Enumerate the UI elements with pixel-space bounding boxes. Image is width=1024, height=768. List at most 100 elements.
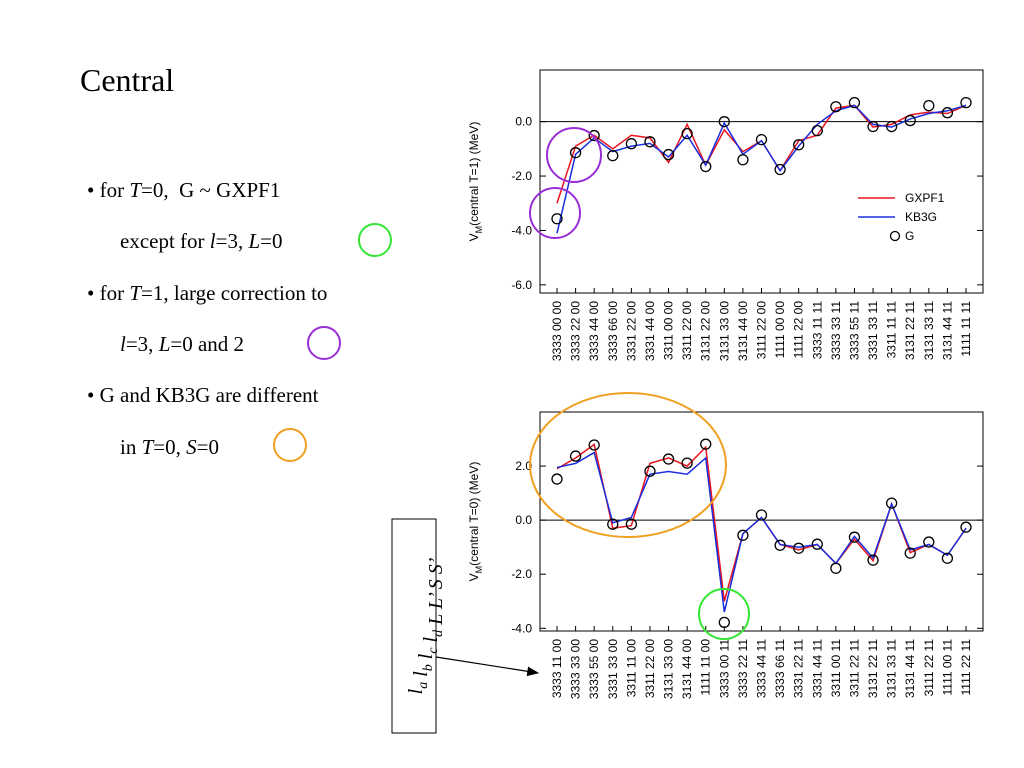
green-circle <box>358 223 392 257</box>
data-point <box>569 147 582 159</box>
y-label-sub: M <box>474 566 484 574</box>
legend-label: G <box>905 229 914 243</box>
x-tick-label: 3333 66 11 <box>773 639 787 698</box>
data-point <box>755 133 768 146</box>
data-point <box>737 154 749 166</box>
data-point <box>848 531 861 543</box>
key-sub: a <box>416 682 431 689</box>
x-tick-label: 3131 44 00 <box>680 639 694 699</box>
plot-frame <box>539 69 984 294</box>
data-point <box>830 562 842 574</box>
data-point <box>700 438 712 450</box>
y-tick-label: 0.0 <box>515 513 532 527</box>
data-point <box>588 129 600 142</box>
x-tick-label: 3131 22 11 <box>903 301 917 360</box>
x-tick-label: 3131 33 00 <box>662 639 676 699</box>
x-tick-label: 3331 44 00 <box>643 301 657 361</box>
x-tick-label: 3311 00 00 <box>662 301 676 360</box>
x-tick-label: 3333 55 11 <box>847 301 861 360</box>
x-tick-label: 3333 22 11 <box>736 639 750 698</box>
x-tick-label: 3333 11 00 <box>550 639 564 698</box>
purple-circle <box>307 326 341 360</box>
x-tick-label: 3331 44 11 <box>810 639 824 698</box>
x-tick-label: 3131 22 00 <box>699 301 713 361</box>
orange-circle <box>273 428 307 462</box>
y-label-rest: (central T=0) (MeV) <box>467 462 481 566</box>
x-tick-label: 3311 11 00 <box>624 639 638 698</box>
series-line <box>556 443 967 602</box>
series-line <box>556 451 967 613</box>
y-tick-label: -4.0 <box>511 223 532 237</box>
bullet-line: in T=0, S=0 <box>120 435 219 460</box>
legend-label: GXPF1 <box>905 191 945 205</box>
x-tick-label: 3331 33 00 <box>606 639 620 699</box>
data-point <box>644 465 656 477</box>
bullet-text: T <box>129 178 142 202</box>
data-point <box>662 148 675 161</box>
x-tick-label: 1111 22 11 <box>959 639 973 696</box>
bullet-line: l=3, L=0 and 2 <box>120 332 244 357</box>
data-point <box>960 96 972 109</box>
data-point <box>662 453 675 465</box>
series-line <box>556 104 967 234</box>
y-label-rest: (central T=1) (MeV) <box>467 122 481 226</box>
data-point <box>737 529 749 541</box>
bullet-line: except for l=3, L=0 <box>120 229 283 254</box>
data-point <box>885 120 898 133</box>
bullet-text: =1, large correction to <box>141 281 328 305</box>
data-point <box>885 497 898 509</box>
x-tick-label: 3331 22 11 <box>792 639 806 698</box>
x-tick-label: 3333 33 00 <box>569 639 583 699</box>
data-point <box>830 101 842 113</box>
data-point <box>625 138 638 150</box>
x-tick-label: 3333 44 00 <box>587 301 601 361</box>
bullet-text: • G and KB3G are different <box>87 383 319 407</box>
x-tick-label: 3333 11 11 <box>810 301 824 360</box>
bullet-text: =0 <box>196 435 219 459</box>
x-tick-label: 3311 11 11 <box>885 301 899 359</box>
bullet-line: • for T=0, G ~ GXPF1 <box>87 178 280 203</box>
y-tick-label: -4.0 <box>511 621 532 635</box>
data-point <box>588 439 600 451</box>
data-point <box>941 552 954 564</box>
x-tick-label: 3131 33 11 <box>885 639 899 698</box>
x-tick-label: 3131 44 00 <box>736 301 750 361</box>
data-point <box>960 521 972 533</box>
x-tick-label: 3331 33 11 <box>866 301 880 360</box>
y-axis-label: VM(central T=1) (MeV) <box>467 122 484 242</box>
y-label-main: V <box>467 573 481 581</box>
x-tick-label: 3131 22 11 <box>866 639 880 698</box>
bullet-text: T <box>141 435 154 459</box>
green-highlight <box>698 588 750 640</box>
y-label-main: V <box>467 233 481 241</box>
data-point <box>607 518 619 530</box>
x-tick-label: 3311 00 11 <box>829 639 843 698</box>
y-tick-label: 2.0 <box>515 459 532 473</box>
data-point <box>607 150 619 162</box>
purple-highlight <box>546 127 602 183</box>
bullet-line: • G and KB3G are different <box>87 383 318 408</box>
purple-highlight <box>529 187 581 239</box>
key-box <box>391 518 437 734</box>
x-tick-label: 1111 11 11 <box>959 301 973 357</box>
x-tick-label: 3131 44 11 <box>903 639 917 698</box>
data-point <box>700 160 712 173</box>
data-point <box>811 124 823 137</box>
x-tick-label: 3333 33 11 <box>829 301 843 360</box>
x-tick-label: 3111 22 00 <box>755 301 769 360</box>
y-tick-label: -2.0 <box>511 169 532 183</box>
key-label: la lb lc ld L L’ S S’ <box>405 557 447 694</box>
x-tick-label: 3333 55 00 <box>587 639 601 699</box>
x-tick-label: 1111 00 00 <box>773 301 787 359</box>
data-point <box>774 539 786 551</box>
data-point <box>681 127 693 140</box>
x-tick-label: 3333 00 11 <box>717 639 731 698</box>
data-point <box>755 509 768 521</box>
orange-highlight <box>529 392 727 538</box>
bullet-text: =3, <box>215 229 249 253</box>
bullet-text: • for <box>87 281 130 305</box>
data-point <box>774 163 786 176</box>
data-point <box>718 116 730 128</box>
